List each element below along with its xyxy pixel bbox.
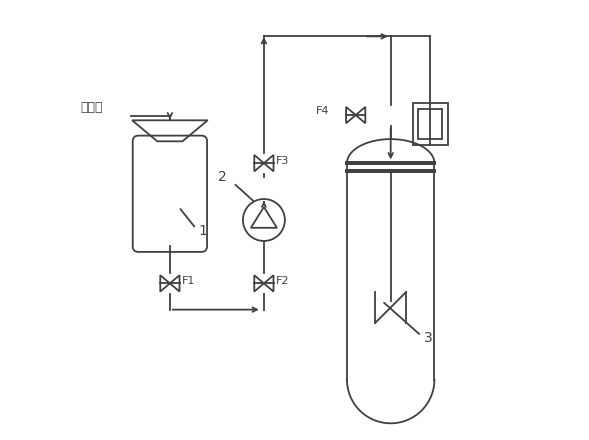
Text: F1: F1 bbox=[182, 276, 196, 286]
Bar bbox=[418, 109, 442, 139]
Text: F4: F4 bbox=[316, 106, 330, 116]
Text: 2: 2 bbox=[218, 170, 227, 183]
Text: F3: F3 bbox=[276, 156, 290, 166]
Text: 3: 3 bbox=[423, 331, 432, 345]
Text: 消泡剂: 消泡剂 bbox=[80, 101, 102, 114]
Bar bbox=[412, 103, 448, 145]
Text: 1: 1 bbox=[198, 224, 207, 238]
Text: F2: F2 bbox=[276, 276, 290, 286]
